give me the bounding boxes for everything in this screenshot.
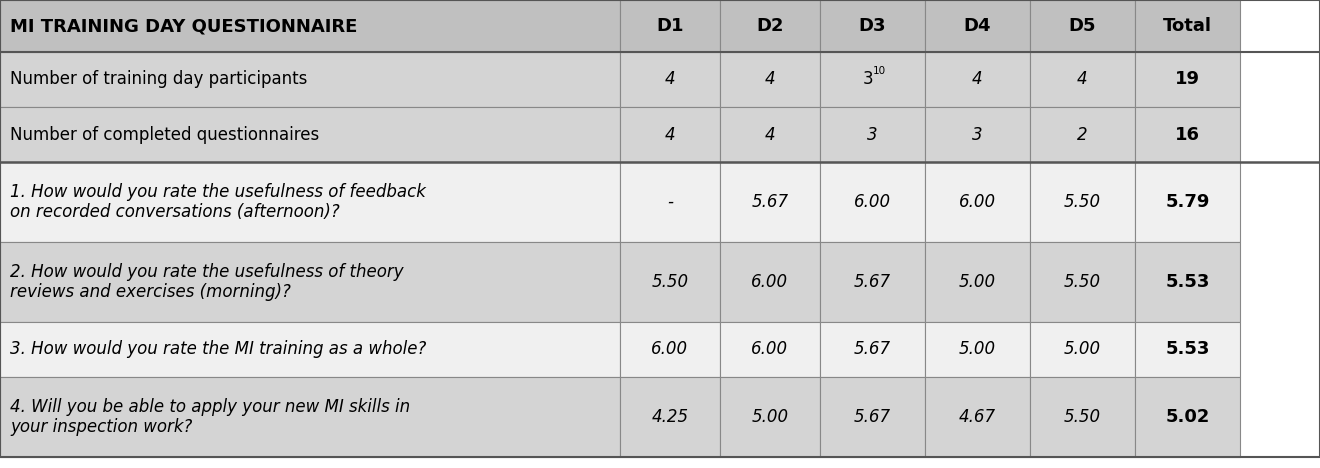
- Text: D4: D4: [964, 17, 991, 35]
- Text: 19: 19: [1175, 71, 1200, 88]
- Text: 4. Will you be able to apply your new MI skills in
your inspection work?: 4. Will you be able to apply your new MI…: [11, 398, 411, 436]
- Text: 5.53: 5.53: [1166, 341, 1209, 358]
- Bar: [0, 107, 620, 162]
- Text: 4: 4: [764, 125, 775, 144]
- Bar: [1135, 162, 1239, 242]
- Bar: [925, 52, 1030, 107]
- Text: Number of training day participants: Number of training day participants: [11, 71, 308, 88]
- Text: 4: 4: [665, 125, 676, 144]
- Text: 5.00: 5.00: [958, 273, 997, 291]
- Text: D1: D1: [656, 17, 684, 35]
- Text: 6.00: 6.00: [751, 341, 788, 358]
- Bar: [1030, 107, 1135, 162]
- Bar: [0, 0, 620, 52]
- Bar: [820, 107, 925, 162]
- Bar: [820, 162, 925, 242]
- Text: 5.67: 5.67: [854, 408, 891, 426]
- Bar: [719, 107, 820, 162]
- Bar: [925, 107, 1030, 162]
- Text: 5.79: 5.79: [1166, 193, 1209, 211]
- Bar: [820, 377, 925, 457]
- Text: 3. How would you rate the MI training as a whole?: 3. How would you rate the MI training as…: [11, 341, 426, 358]
- Bar: [0, 162, 620, 242]
- Bar: [719, 322, 820, 377]
- Text: 5.00: 5.00: [958, 341, 997, 358]
- Text: 6.00: 6.00: [751, 273, 788, 291]
- Bar: [620, 377, 719, 457]
- Bar: [1030, 162, 1135, 242]
- Text: 1. How would you rate the usefulness of feedback
on recorded conversations (afte: 1. How would you rate the usefulness of …: [11, 183, 426, 221]
- Bar: [820, 322, 925, 377]
- Text: 5.67: 5.67: [854, 273, 891, 291]
- Text: 6.00: 6.00: [958, 193, 997, 211]
- Text: 5.50: 5.50: [652, 273, 689, 291]
- Text: 4.25: 4.25: [652, 408, 689, 426]
- Text: 2. How would you rate the usefulness of theory
reviews and exercises (morning)?: 2. How would you rate the usefulness of …: [11, 263, 404, 301]
- Bar: [0, 322, 620, 377]
- Text: -: -: [667, 193, 673, 211]
- Text: 5.02: 5.02: [1166, 408, 1209, 426]
- Bar: [1030, 377, 1135, 457]
- Text: 4: 4: [665, 71, 676, 88]
- Bar: [925, 322, 1030, 377]
- Bar: [820, 0, 925, 52]
- Bar: [820, 242, 925, 322]
- Bar: [1135, 0, 1239, 52]
- Text: Total: Total: [1163, 17, 1212, 35]
- Text: 16: 16: [1175, 125, 1200, 144]
- Bar: [1135, 107, 1239, 162]
- Text: 3: 3: [862, 71, 873, 88]
- Bar: [620, 322, 719, 377]
- Text: 4: 4: [1077, 71, 1088, 88]
- Text: 6.00: 6.00: [652, 341, 689, 358]
- Bar: [1135, 242, 1239, 322]
- Bar: [925, 162, 1030, 242]
- Text: 3: 3: [973, 125, 983, 144]
- Text: 10: 10: [873, 66, 886, 76]
- Text: 5.53: 5.53: [1166, 273, 1209, 291]
- Bar: [925, 242, 1030, 322]
- Bar: [1030, 242, 1135, 322]
- Bar: [719, 162, 820, 242]
- Text: Number of completed questionnaires: Number of completed questionnaires: [11, 125, 319, 144]
- Bar: [925, 377, 1030, 457]
- Text: MI TRAINING DAY QUESTIONNAIRE: MI TRAINING DAY QUESTIONNAIRE: [11, 17, 358, 35]
- Text: D3: D3: [859, 17, 886, 35]
- Bar: [1135, 52, 1239, 107]
- Bar: [620, 0, 719, 52]
- Text: 5.50: 5.50: [1064, 408, 1101, 426]
- Text: 4: 4: [973, 71, 983, 88]
- Text: 3: 3: [867, 125, 878, 144]
- Text: 5.00: 5.00: [1064, 341, 1101, 358]
- Text: 4.67: 4.67: [958, 408, 997, 426]
- Bar: [1135, 377, 1239, 457]
- Text: 6.00: 6.00: [854, 193, 891, 211]
- Text: 5.50: 5.50: [1064, 193, 1101, 211]
- Bar: [620, 242, 719, 322]
- Bar: [719, 0, 820, 52]
- Bar: [719, 242, 820, 322]
- Bar: [719, 52, 820, 107]
- Text: 5.50: 5.50: [1064, 273, 1101, 291]
- Bar: [925, 0, 1030, 52]
- Bar: [0, 377, 620, 457]
- Text: D5: D5: [1069, 17, 1096, 35]
- Bar: [1030, 52, 1135, 107]
- Bar: [620, 162, 719, 242]
- Bar: [620, 52, 719, 107]
- Bar: [719, 377, 820, 457]
- Bar: [1030, 322, 1135, 377]
- Text: 5.67: 5.67: [854, 341, 891, 358]
- Text: 5.00: 5.00: [751, 408, 788, 426]
- Text: 5.67: 5.67: [751, 193, 788, 211]
- Bar: [0, 52, 620, 107]
- Bar: [0, 242, 620, 322]
- Bar: [820, 52, 925, 107]
- Text: 4: 4: [764, 71, 775, 88]
- Text: 2: 2: [1077, 125, 1088, 144]
- Bar: [1030, 0, 1135, 52]
- Bar: [620, 107, 719, 162]
- Bar: [1135, 322, 1239, 377]
- Text: D2: D2: [756, 17, 784, 35]
